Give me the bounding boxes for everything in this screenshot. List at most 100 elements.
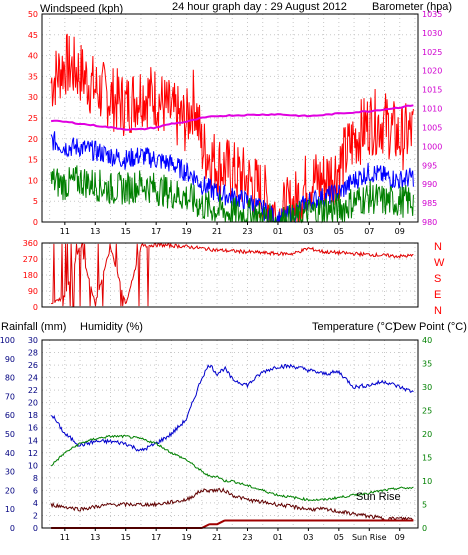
direction-y-tick-label: 270 [23,255,38,264]
compass-label: N [434,241,442,253]
humidity-temperature-panel: 0102030405060708090100024681012141618202… [0,336,432,542]
wind-y-tick-label: 15 [28,156,38,165]
direction-y-tick-label: 180 [23,271,38,280]
x-tick-label: 01 [273,227,283,236]
direction-plot-frame [41,242,419,308]
humidity-y-tick-label: 24 [28,374,38,383]
barometer-y-tick-label: 1030 [422,29,442,38]
wind-y-tick-label: 40 [28,52,38,61]
series-line-dewpoint [50,487,414,522]
x-tick-label: 13 [90,533,100,542]
barometer-y-tick-label: 980 [422,218,437,227]
chart-title: 24 hour graph day : 29 August 2012 [172,1,347,13]
barometer-y-tick-label: 1010 [422,105,442,114]
compass-label: W [434,257,445,269]
rain-y-tick-label: 70 [5,392,15,401]
rainfall-axis-label: Rainfall (mm) [1,321,66,333]
humidity-y-tick-label: 6 [33,486,38,495]
wind-y-tick-label: 50 [28,10,38,19]
temperature-y-tick-label: 40 [422,336,432,345]
humidity-y-tick-label: 26 [28,361,38,370]
barometer-y-tick-label: 1035 [422,10,442,19]
x-tick-label: 23 [242,227,252,236]
temperature-axis-label: Temperature (°C) [312,321,396,333]
barometer-y-tick-label: 995 [422,161,437,170]
x-tick-label: 03 [303,533,313,542]
wind-y-tick-label: 20 [28,135,38,144]
wind-y-tick-label: 30 [28,93,38,102]
humidity-y-tick-label: 0 [33,524,38,533]
wind-y-tick-label: 5 [33,197,38,206]
x-tick-label: 09 [395,227,405,236]
x-tick-label: 11 [60,533,70,542]
x-tick-label: 15 [121,533,131,542]
temperature-y-tick-label: 5 [422,501,427,510]
rain-y-tick-label: 40 [5,449,15,458]
rain-y-tick-label: 90 [5,355,15,364]
humidity-y-tick-label: 30 [28,336,38,345]
humidity-y-tick-label: 20 [28,399,38,408]
temperature-y-tick-label: 30 [422,383,432,392]
compass-label: E [434,289,441,301]
rain-y-tick-label: 80 [5,374,15,383]
series-line-direction [50,242,414,307]
humidity-y-tick-label: 28 [28,349,38,358]
temperature-y-tick-label: 25 [422,407,432,416]
series-line-humidity [50,363,414,452]
series-line-barometer [51,104,414,131]
barometer-y-tick-label: 1020 [422,67,442,76]
rain-y-tick-label: 50 [5,430,15,439]
temperature-y-tick-label: 35 [422,360,432,369]
wind-panel: 0510152025303540455098098599099510001005… [28,10,443,236]
humidity-y-tick-label: 8 [33,474,38,483]
rain-y-tick-label: 30 [5,468,15,477]
humidity-y-tick-label: 14 [28,436,38,445]
humidity-y-tick-label: 12 [28,449,38,458]
humidity-y-tick-label: 4 [33,499,38,508]
series-line-temperature [50,434,414,502]
x-tick-label: 15 [121,227,131,236]
compass-label: N [434,305,442,317]
direction-y-tick-label: 360 [23,239,38,248]
humidity-axis-label: Humidity (%) [80,321,143,333]
rain-y-tick-label: 60 [5,411,15,420]
humidity-y-tick-label: 2 [33,511,38,520]
x-tick-label: 05 [334,227,344,236]
wind-y-tick-label: 0 [33,218,38,227]
rain-y-tick-label: 10 [5,505,15,514]
direction-y-tick-label: 0 [33,303,38,312]
rain-y-tick-label: 20 [5,486,15,495]
sun-rise-annotation: Sun Rise [356,491,401,503]
wind-y-tick-label: 10 [28,176,38,185]
rain-y-tick-label: 100 [0,336,15,345]
x-tick-label: 19 [182,227,192,236]
humidity-y-tick-label: 10 [28,461,38,470]
wind-y-tick-label: 35 [28,72,38,81]
x-tick-label: 01 [273,533,283,542]
barometer-y-tick-label: 990 [422,180,437,189]
rain-y-tick-label: 0 [10,524,15,533]
barometer-y-tick-label: 1005 [422,123,442,132]
humidity-plot-frame [41,339,419,529]
x-tick-label: 17 [151,227,161,236]
temperature-y-tick-label: 15 [422,454,432,463]
wind-plot-frame [41,13,419,223]
wind-y-tick-label: 25 [28,114,38,123]
x-tick-label: 19 [182,533,192,542]
temperature-y-tick-label: 20 [422,430,432,439]
temperature-y-tick-label: 0 [422,524,427,533]
x-tick-label: 21 [212,533,222,542]
x-tick-label: 17 [151,533,161,542]
series-line-average [50,131,414,224]
x-tick-label: 05 [334,533,344,542]
x-tick-label: 21 [212,227,222,236]
humidity-y-tick-label: 22 [28,386,38,395]
dewpoint-axis-label: Dew Point (°C) [394,321,467,333]
barometer-axis-label: Barometer (hpa) [372,1,452,13]
x-tick-label: Sun Rise [352,533,387,542]
direction-y-tick-label: 90 [28,287,38,296]
x-tick-label: 07 [364,227,374,236]
